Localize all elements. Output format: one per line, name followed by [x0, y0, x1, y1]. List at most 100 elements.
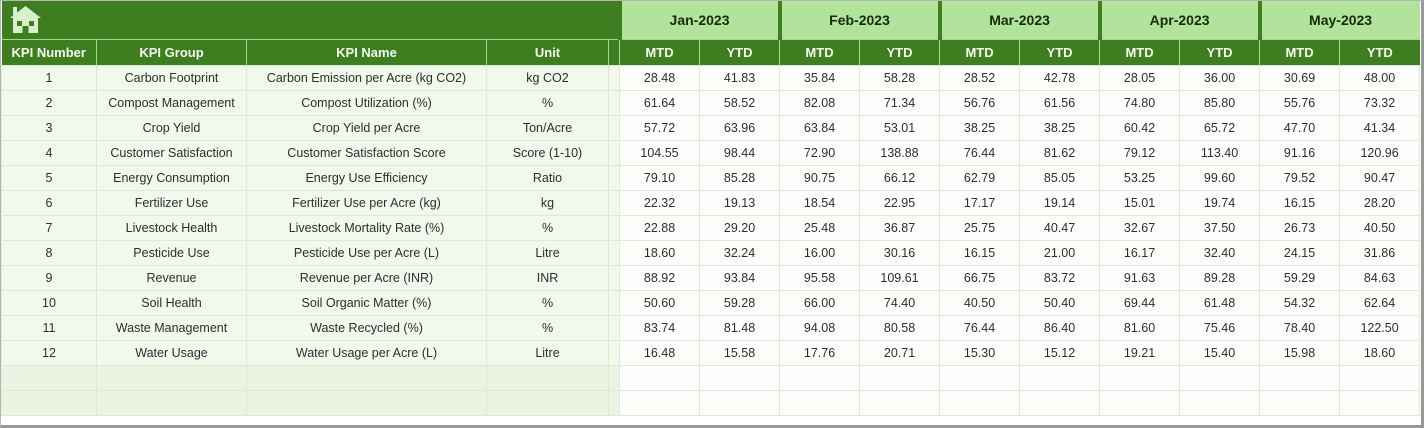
- unit-cell[interactable]: %: [486, 215, 609, 241]
- value-cell[interactable]: 76.44: [939, 315, 1021, 341]
- kpi-name-cell[interactable]: Water Usage per Acre (L): [246, 340, 487, 366]
- value-cell[interactable]: 19.13: [699, 190, 781, 216]
- month-header-apr-2023[interactable]: Apr-2023: [1097, 1, 1260, 40]
- value-cell[interactable]: 16.15: [1259, 190, 1341, 216]
- empty-cell[interactable]: [699, 390, 781, 416]
- value-cell[interactable]: 38.25: [1019, 115, 1101, 141]
- kpi-number-cell[interactable]: 6: [1, 190, 97, 216]
- kpi-number-cell[interactable]: 10: [1, 290, 97, 316]
- value-cell[interactable]: 25.75: [939, 215, 1021, 241]
- value-cell[interactable]: 72.90: [779, 140, 861, 166]
- kpi-group-cell[interactable]: Customer Satisfaction: [96, 140, 247, 166]
- kpi-group-cell[interactable]: Waste Management: [96, 315, 247, 341]
- value-cell[interactable]: 25.48: [779, 215, 861, 241]
- value-cell[interactable]: 19.14: [1019, 190, 1101, 216]
- value-cell[interactable]: 40.50: [939, 290, 1021, 316]
- empty-cell[interactable]: [96, 365, 247, 391]
- value-cell[interactable]: 76.44: [939, 140, 1021, 166]
- unit-cell[interactable]: Score (1-10): [486, 140, 609, 166]
- value-cell[interactable]: 58.28: [859, 65, 941, 91]
- empty-cell[interactable]: [699, 365, 781, 391]
- month-header-may-2023[interactable]: May-2023: [1257, 1, 1420, 40]
- value-cell[interactable]: 66.12: [859, 165, 941, 191]
- value-cell[interactable]: 32.24: [699, 240, 781, 266]
- value-cell[interactable]: 18.60: [619, 240, 701, 266]
- value-cell[interactable]: 21.00: [1019, 240, 1101, 266]
- column-header-ytd[interactable]: YTD: [1019, 39, 1100, 66]
- value-cell[interactable]: 58.52: [699, 90, 781, 116]
- value-cell[interactable]: 63.84: [779, 115, 861, 141]
- empty-cell[interactable]: [939, 390, 1021, 416]
- value-cell[interactable]: 41.83: [699, 65, 781, 91]
- kpi-group-cell[interactable]: Livestock Health: [96, 215, 247, 241]
- empty-cell[interactable]: [1019, 365, 1101, 391]
- value-cell[interactable]: 15.12: [1019, 340, 1101, 366]
- value-cell[interactable]: 122.50: [1339, 315, 1421, 341]
- value-cell[interactable]: 83.72: [1019, 265, 1101, 291]
- column-header-mtd[interactable]: MTD: [1099, 39, 1180, 66]
- kpi-number-cell[interactable]: 11: [1, 315, 97, 341]
- empty-cell[interactable]: [619, 365, 701, 391]
- value-cell[interactable]: 15.58: [699, 340, 781, 366]
- value-cell[interactable]: 55.76: [1259, 90, 1341, 116]
- value-cell[interactable]: 75.46: [1179, 315, 1261, 341]
- empty-cell[interactable]: [779, 365, 861, 391]
- unit-cell[interactable]: %: [486, 315, 609, 341]
- value-cell[interactable]: 15.40: [1179, 340, 1261, 366]
- unit-cell[interactable]: %: [486, 90, 609, 116]
- empty-cell[interactable]: [607, 390, 621, 416]
- kpi-group-cell[interactable]: Revenue: [96, 265, 247, 291]
- value-cell[interactable]: 31.86: [1339, 240, 1421, 266]
- value-cell[interactable]: 69.44: [1099, 290, 1181, 316]
- unit-cell[interactable]: Litre: [486, 340, 609, 366]
- column-header-ytd[interactable]: YTD: [859, 39, 940, 66]
- empty-cell[interactable]: [96, 390, 247, 416]
- column-header-mtd[interactable]: MTD: [939, 39, 1020, 66]
- value-cell[interactable]: 22.32: [619, 190, 701, 216]
- empty-cell[interactable]: [486, 390, 609, 416]
- value-cell[interactable]: 50.60: [619, 290, 701, 316]
- value-cell[interactable]: 30.16: [859, 240, 941, 266]
- column-header-mtd[interactable]: MTD: [1259, 39, 1340, 66]
- kpi-name-cell[interactable]: Pesticide Use per Acre (L): [246, 240, 487, 266]
- value-cell[interactable]: 91.63: [1099, 265, 1181, 291]
- unit-cell[interactable]: Ton/Acre: [486, 115, 609, 141]
- month-header-mar-2023[interactable]: Mar-2023: [937, 1, 1100, 40]
- value-cell[interactable]: 15.98: [1259, 340, 1341, 366]
- column-header-kpi-name[interactable]: KPI Name: [246, 39, 487, 66]
- value-cell[interactable]: 65.72: [1179, 115, 1261, 141]
- empty-cell[interactable]: [246, 365, 487, 391]
- empty-cell[interactable]: [859, 365, 941, 391]
- value-cell[interactable]: 24.15: [1259, 240, 1341, 266]
- value-cell[interactable]: 35.84: [779, 65, 861, 91]
- unit-cell[interactable]: kg CO2: [486, 65, 609, 91]
- value-cell[interactable]: 80.58: [859, 315, 941, 341]
- value-cell[interactable]: 26.73: [1259, 215, 1341, 241]
- value-cell[interactable]: 59.29: [1259, 265, 1341, 291]
- value-cell[interactable]: 138.88: [859, 140, 941, 166]
- value-cell[interactable]: 28.05: [1099, 65, 1181, 91]
- kpi-number-cell[interactable]: 1: [1, 65, 97, 91]
- kpi-group-cell[interactable]: Fertilizer Use: [96, 190, 247, 216]
- column-header-ytd[interactable]: YTD: [699, 39, 780, 66]
- column-header-mtd[interactable]: MTD: [779, 39, 860, 66]
- value-cell[interactable]: 90.47: [1339, 165, 1421, 191]
- column-header-mtd[interactable]: MTD: [619, 39, 700, 66]
- value-cell[interactable]: 22.95: [859, 190, 941, 216]
- month-header-feb-2023[interactable]: Feb-2023: [777, 1, 940, 40]
- value-cell[interactable]: 42.78: [1019, 65, 1101, 91]
- kpi-number-cell[interactable]: 7: [1, 215, 97, 241]
- value-cell[interactable]: 66.00: [779, 290, 861, 316]
- column-header-ytd[interactable]: YTD: [1339, 39, 1420, 66]
- empty-cell[interactable]: [939, 365, 1021, 391]
- unit-cell[interactable]: kg: [486, 190, 609, 216]
- empty-cell[interactable]: [1099, 390, 1181, 416]
- value-cell[interactable]: 81.48: [699, 315, 781, 341]
- value-cell[interactable]: 104.55: [619, 140, 701, 166]
- column-header-kpi-group[interactable]: KPI Group: [96, 39, 247, 66]
- kpi-group-cell[interactable]: Soil Health: [96, 290, 247, 316]
- value-cell[interactable]: 90.75: [779, 165, 861, 191]
- unit-cell[interactable]: %: [486, 290, 609, 316]
- value-cell[interactable]: 19.21: [1099, 340, 1181, 366]
- value-cell[interactable]: 59.28: [699, 290, 781, 316]
